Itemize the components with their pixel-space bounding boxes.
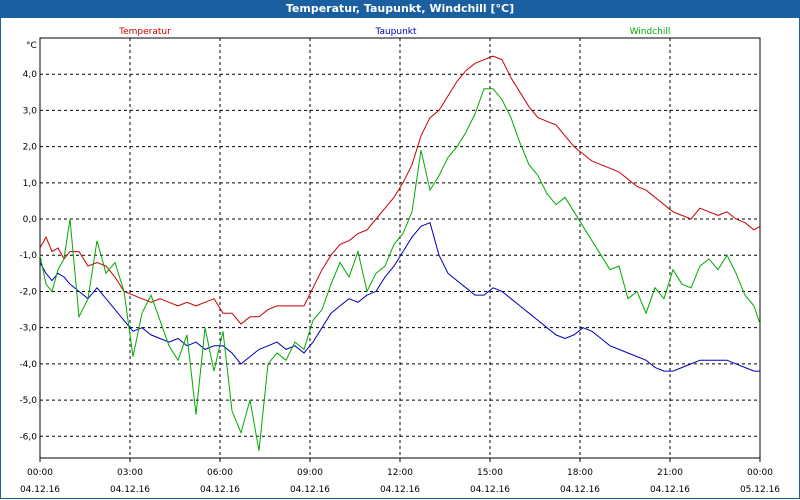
x-tick-time: 15:00 — [477, 468, 503, 478]
window-title: Temperatur, Taupunkt, Windchill [°C] — [0, 0, 800, 18]
grid — [40, 38, 760, 458]
x-tick-time: 09:00 — [297, 468, 323, 478]
x-tick-time: 00:00 — [747, 468, 773, 478]
y-tick-label: 4,0 — [23, 70, 38, 80]
x-tick-date: 04.12.16 — [650, 485, 690, 495]
legend-windchill: Windchill — [630, 27, 671, 37]
y-tick-label: 1,0 — [23, 179, 38, 189]
y-axis-label: °C — [26, 41, 37, 51]
x-tick-date: 04.12.16 — [290, 485, 330, 495]
y-tick-label: -5,0 — [19, 396, 37, 406]
x-tick-date: 04.12.16 — [560, 485, 600, 495]
series-line-taupunkt — [39, 222, 760, 372]
y-tick-label: 2,0 — [23, 143, 38, 153]
x-tick-date: 04.12.16 — [200, 485, 240, 495]
x-tick-time: 06:00 — [207, 468, 233, 478]
y-tick-label: -4,0 — [19, 360, 37, 370]
labels: 4,0 3,0 2,0 1,0 0,0 -1,0 -2,0 -3,0 -4,0 -5,0 -6,0 0… — [19, 27, 780, 495]
legend-temperatur: Temperatur — [118, 27, 171, 37]
x-tick-time: 18:00 — [567, 468, 593, 478]
y-tick-label: 3,0 — [23, 106, 38, 116]
x-tick-date: 04.12.16 — [110, 485, 150, 495]
x-tick-date: 05.12.16 — [740, 485, 780, 495]
y-tick-label: -6,0 — [19, 432, 37, 442]
x-tick-time: 21:00 — [657, 468, 683, 478]
y-tick-label: -2,0 — [19, 287, 37, 297]
series-line-windchill — [39, 88, 761, 451]
x-tick-date: 04.12.16 — [20, 485, 60, 495]
x-tick-date: 04.12.16 — [380, 485, 420, 495]
x-tick-time: 03:00 — [117, 468, 143, 478]
x-tick-date: 04.12.16 — [470, 485, 510, 495]
x-tick-time: 12:00 — [387, 468, 413, 478]
series-lines — [39, 55, 761, 451]
x-tick-time: 00:00 — [27, 468, 53, 478]
y-tick-label: -1,0 — [19, 251, 37, 261]
legend-taupunkt: Taupunkt — [374, 27, 417, 37]
y-tick-label: 0,0 — [23, 215, 38, 225]
y-tick-label: -3,0 — [19, 324, 37, 334]
